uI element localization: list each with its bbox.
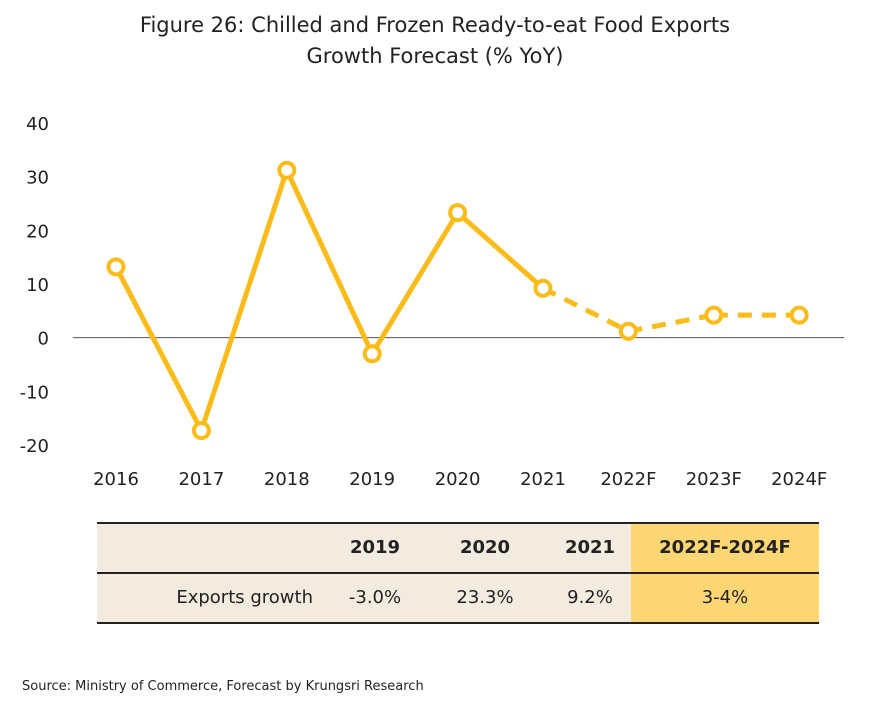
series-points (106, 160, 809, 441)
data-point (277, 160, 297, 180)
data-point (533, 278, 553, 298)
value-cell-2019: -3.0% (348, 587, 402, 608)
forecast-line-segment (541, 286, 630, 334)
x-tick-label: 2021 (520, 469, 566, 490)
table-data-row: Exports growth -3.0% 23.3% 9.2% 3-4% (97, 574, 819, 622)
data-point (106, 257, 126, 277)
y-tick-label: 0 (38, 329, 49, 350)
table-middle-rule (97, 572, 819, 574)
table-header-row: 2019 2020 2021 2022F-2024F (97, 524, 819, 572)
x-tick-label: 2022F (600, 469, 656, 490)
data-point (789, 305, 809, 325)
y-tick-label: 30 (26, 168, 49, 189)
x-tick-label: 2018 (264, 469, 310, 490)
value-cell-forecast: 3-4% (631, 574, 819, 622)
y-tick-label: -20 (20, 436, 49, 457)
chart-title-line-1: Figure 26: Chilled and Frozen Ready-to-e… (139, 13, 731, 37)
x-tick-label: 2019 (349, 469, 395, 490)
table-top-rule (97, 522, 819, 524)
row-label-exports-growth: Exports growth (176, 587, 313, 608)
y-tick-label: -10 (20, 382, 49, 403)
line-chart: 40 30 20 10 0 -10 -20 2016 2017 2018 2019 2020 2021… (20, 114, 844, 490)
header-cell-2021: 2021 (564, 537, 616, 558)
y-axis-ticks: 40 30 20 10 0 -10 -20 (20, 114, 49, 457)
y-tick-label: 40 (26, 114, 49, 135)
y-tick-label: 20 (26, 221, 49, 242)
source-note: Source: Ministry of Commerce, Forecast b… (22, 679, 424, 694)
x-tick-label: 2023F (686, 469, 742, 490)
data-point (191, 421, 211, 441)
x-tick-label: 2024F (771, 469, 827, 490)
actual-line-segment (198, 167, 290, 434)
series-lines (113, 167, 800, 434)
chart-title-line-2: Growth Forecast (% YoY) (306, 44, 564, 68)
header-cell-forecast: 2022F-2024F (631, 524, 819, 572)
data-point (362, 344, 382, 364)
y-tick-label: 10 (26, 275, 49, 296)
data-point (448, 203, 468, 223)
chart-title: Figure 26: Chilled and Frozen Ready-to-e… (0, 10, 870, 72)
value-cell-2020: 23.3% (456, 587, 514, 608)
x-tick-label: 2020 (435, 469, 481, 490)
actual-line-segment (284, 167, 375, 357)
x-axis-ticks: 2016 2017 2018 2019 2020 2021 2022F 2023F 2024F (93, 469, 827, 490)
table-bottom-rule (97, 622, 819, 624)
data-point (618, 321, 638, 341)
actual-line-segment (113, 264, 204, 434)
actual-line-segment (369, 210, 461, 357)
data-point (704, 305, 724, 325)
forecast-line-segment (627, 312, 715, 334)
x-tick-label: 2017 (178, 469, 224, 490)
header-cell-empty (97, 524, 329, 572)
value-cell-2021: 9.2% (567, 587, 613, 608)
actual-line-segment (455, 210, 546, 291)
header-cell-2020: 2020 (459, 537, 511, 558)
header-cell-2019: 2019 (349, 537, 401, 558)
x-tick-label: 2016 (93, 469, 139, 490)
